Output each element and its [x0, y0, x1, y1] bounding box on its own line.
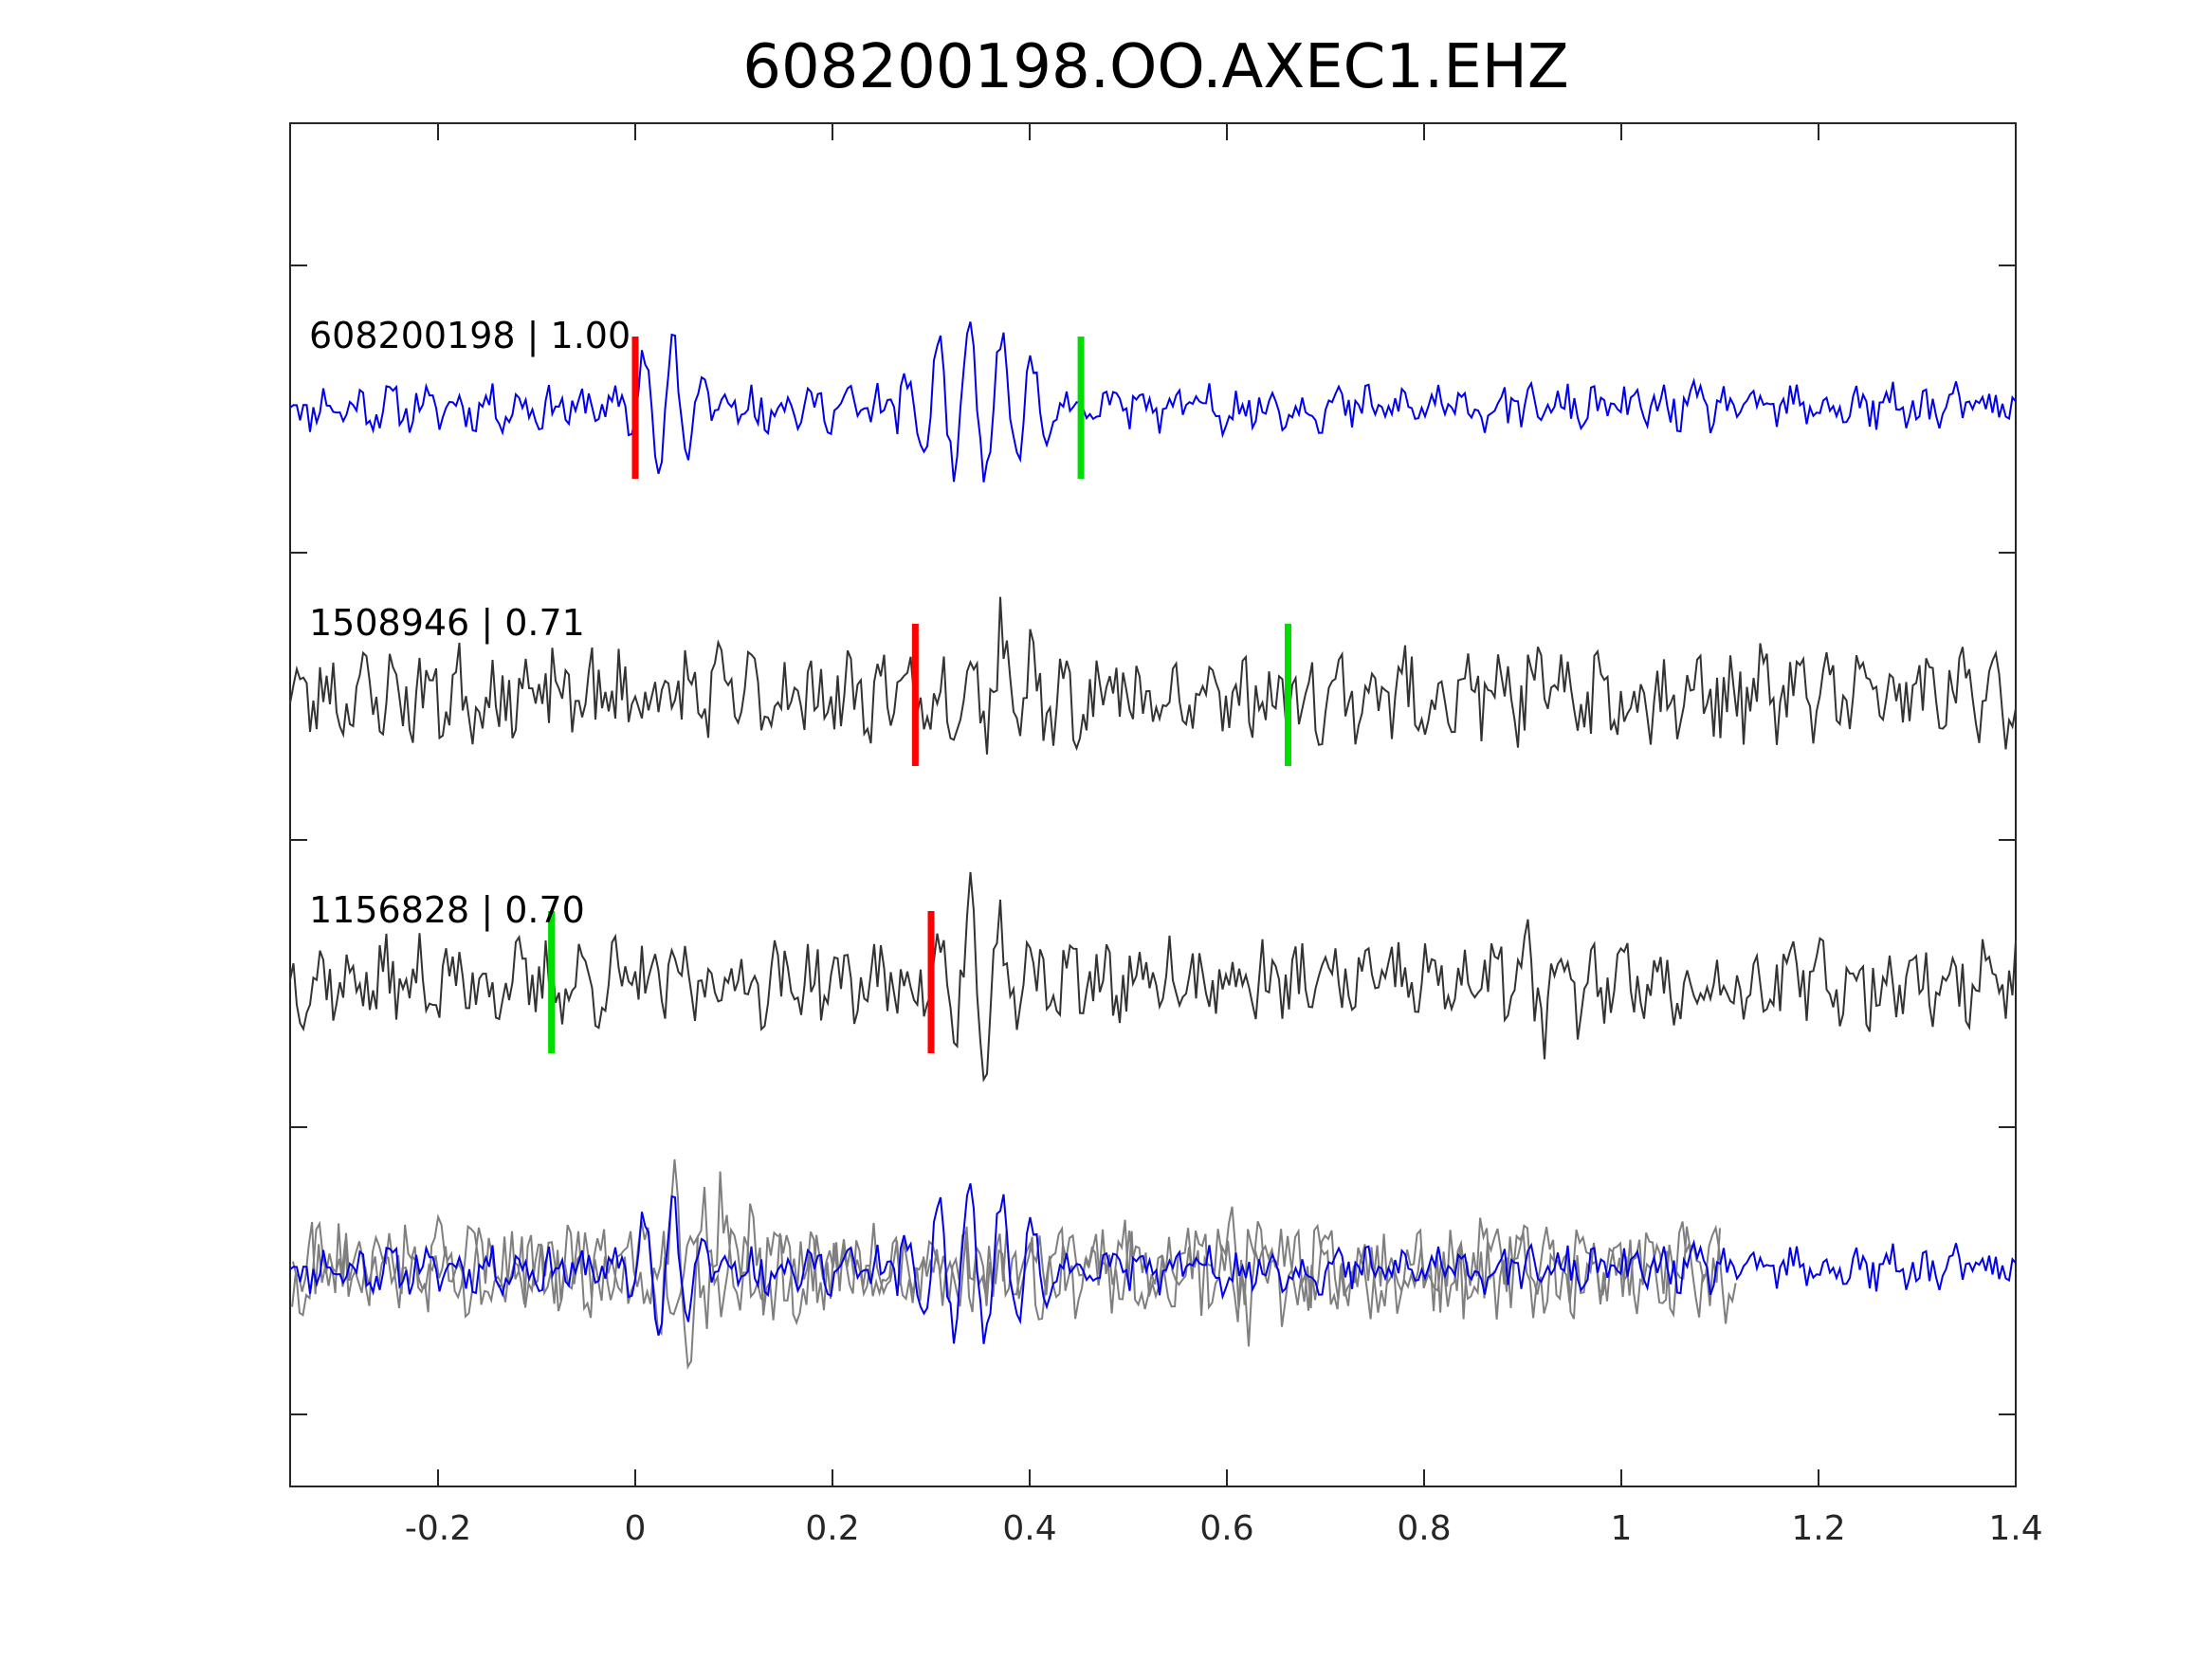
overlay-trace-2 [291, 1171, 1737, 1329]
chart-title: 608200198.OO.AXEC1.EHZ [742, 32, 1569, 102]
trace-line-1 [289, 321, 2017, 483]
trace-label-3: 1156828 | 0.70 [309, 889, 585, 932]
x-tick-label: 1 [1611, 1509, 1633, 1548]
x-tick-label: 1.4 [1988, 1509, 2042, 1548]
x-tick-label: -0.2 [405, 1509, 471, 1548]
trace-labels: 608200198 | 1.00 1508946 | 0.71 1156828 | … [309, 315, 631, 932]
plot-frame [289, 122, 2017, 1487]
x-tick-label: 0.6 [1199, 1509, 1253, 1548]
overlay-trace-1 [289, 1183, 2017, 1344]
x-tick-label: 0 [625, 1509, 647, 1548]
trace-line-3 [289, 871, 2017, 1083]
trace-label-1: 608200198 | 1.00 [309, 315, 631, 357]
x-tick-label: 0.2 [805, 1509, 859, 1548]
x-tick-label: 0.4 [1002, 1509, 1056, 1548]
phase-picks [548, 337, 1291, 1053]
x-tick-label: 0.8 [1397, 1509, 1451, 1548]
trace-line-2 [289, 596, 2017, 755]
traces [289, 321, 2017, 1370]
trace-label-2: 1508946 | 0.71 [309, 602, 585, 645]
x-tick-label: 1.2 [1791, 1509, 1845, 1548]
axes: -0.2 0 0.2 0.4 0.6 0.8 1 1.2 1.4 [289, 122, 2043, 1548]
